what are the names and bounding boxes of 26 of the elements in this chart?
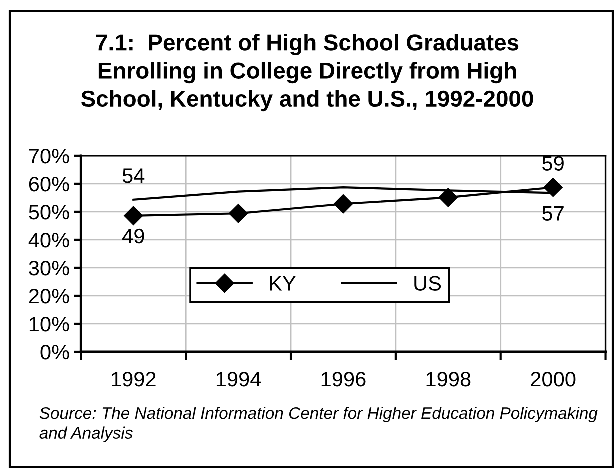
y-tick-label: 0%	[40, 344, 70, 360]
data-label: 49	[122, 228, 144, 244]
y-tick-label: 40%	[28, 232, 70, 248]
data-label: 57	[542, 206, 564, 221]
data-label: 59	[542, 156, 564, 171]
y-tick-label: 50%	[29, 204, 70, 220]
y-tick-label: 70%	[29, 148, 70, 164]
x-tick-label: 1994	[216, 372, 262, 387]
y-tick-label: 10%	[30, 316, 70, 332]
point	[229, 204, 248, 224]
x-tick-label: 2000	[531, 372, 576, 387]
y-tick-label: 60%	[29, 176, 70, 192]
chart-title: 7.1: Percent of High School Graduates Enrolling in College Directly from High School, Kentucky and the U.S., 1992-2000	[81, 34, 534, 112]
x-tick-label: 1996	[322, 372, 366, 387]
y-tick-label: 30%	[29, 260, 70, 276]
point	[124, 206, 144, 226]
point	[334, 194, 354, 214]
legend-label: KY	[270, 276, 296, 291]
source-note: Source: The National Information Center for Higher Education Policymaking and Analysis	[40, 407, 598, 442]
legend-label: US	[414, 276, 442, 291]
data-label: 54	[122, 168, 145, 184]
x-tick-label: 1992	[112, 372, 156, 387]
y-tick-label: 20%	[29, 288, 70, 304]
x-tick-label: 1998	[426, 372, 471, 387]
point	[438, 188, 458, 208]
point	[544, 178, 563, 198]
